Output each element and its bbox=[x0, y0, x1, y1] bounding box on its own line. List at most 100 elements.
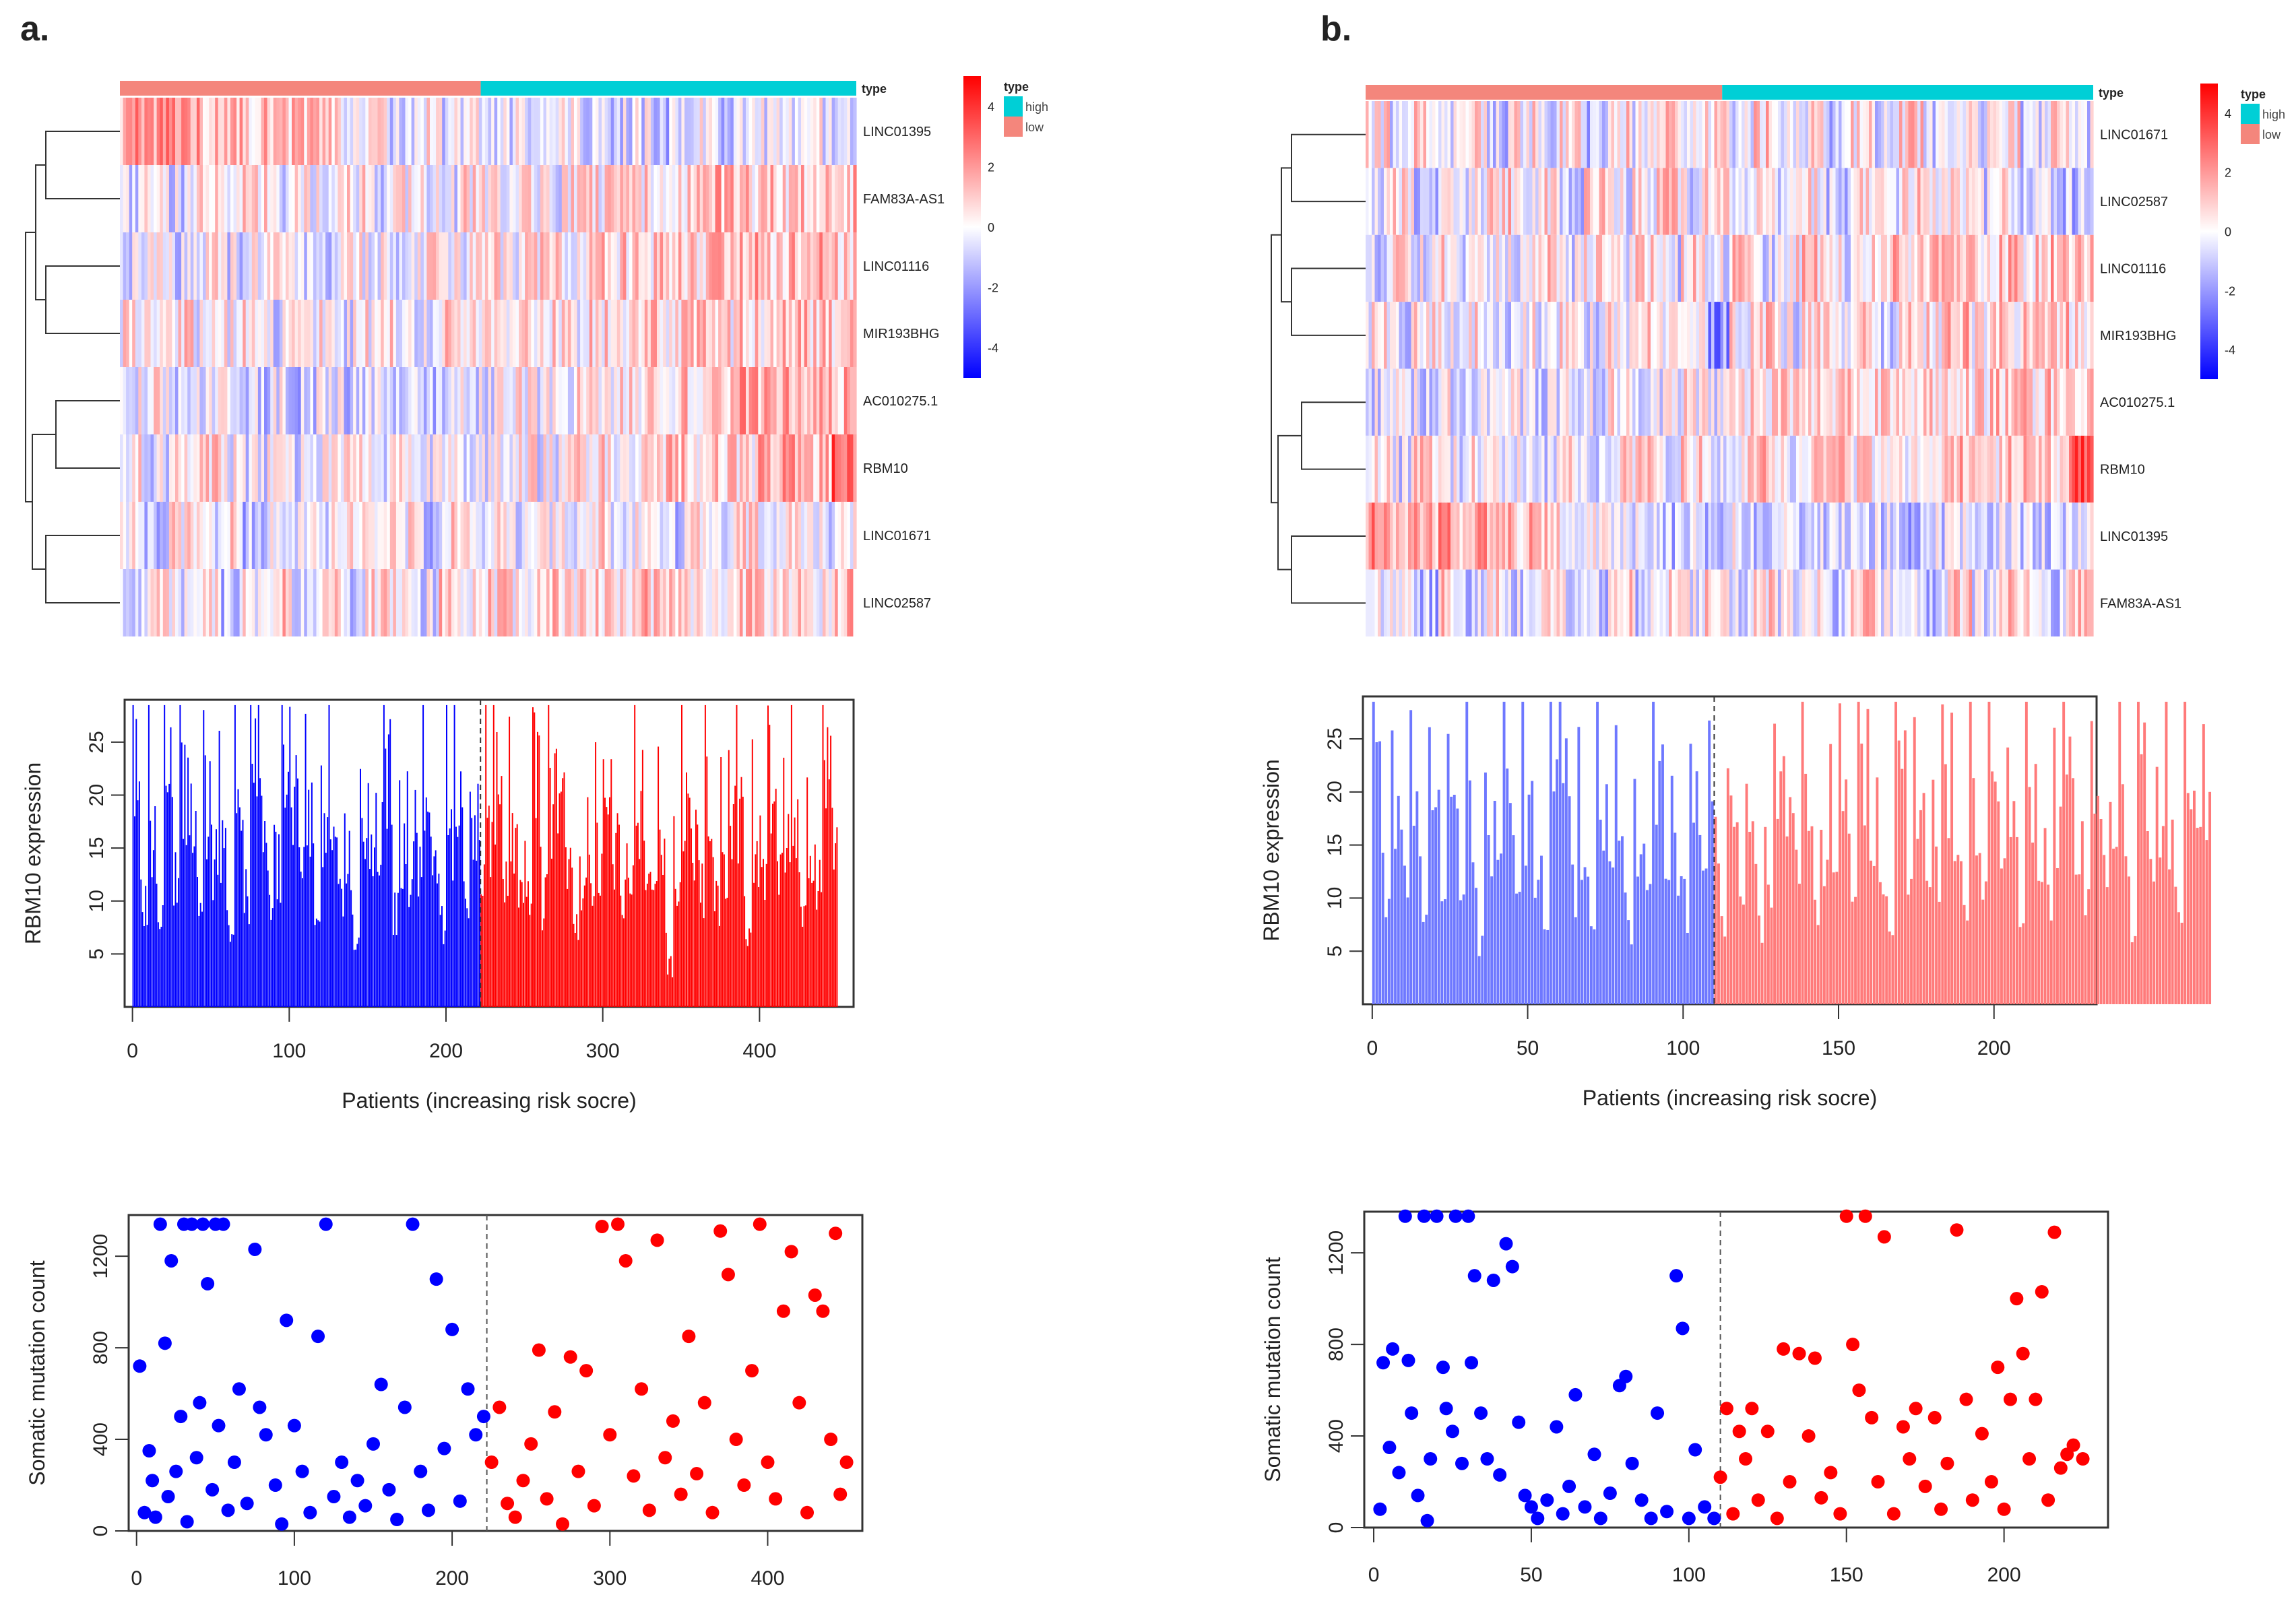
heatmap-cell bbox=[500, 502, 504, 569]
heatmap-cell bbox=[476, 569, 480, 636]
data-point bbox=[1676, 1321, 1690, 1336]
heatmap-cell bbox=[1996, 435, 2000, 503]
heatmap-cell bbox=[215, 367, 219, 434]
bar bbox=[1378, 741, 1382, 1004]
heatmap-cell bbox=[1948, 302, 1952, 369]
heatmap-cell bbox=[1566, 168, 1570, 235]
heatmap-cell bbox=[1845, 569, 1849, 636]
heatmap-cell bbox=[681, 502, 685, 569]
bar bbox=[625, 879, 627, 1007]
heatmap-cell bbox=[1942, 502, 1946, 570]
heatmap-cell bbox=[1948, 368, 1952, 436]
heatmap-cell bbox=[1471, 368, 1475, 436]
bar bbox=[1558, 701, 1562, 1004]
x-tick-label: 150 bbox=[1822, 1037, 1855, 1059]
bar bbox=[1816, 925, 1820, 1004]
heatmap-cell bbox=[445, 232, 449, 300]
heatmap-cell bbox=[1878, 368, 1882, 436]
heatmap-cell bbox=[549, 569, 553, 636]
heatmap-cell bbox=[721, 502, 725, 569]
heatmap-cell bbox=[837, 98, 841, 165]
heatmap-cell bbox=[494, 300, 498, 367]
heatmap-cell bbox=[1857, 569, 1861, 636]
bar bbox=[1720, 916, 1723, 1004]
heatmap-cell bbox=[1429, 302, 1433, 369]
heatmap-cell bbox=[1380, 569, 1384, 636]
heatmap-cell bbox=[402, 569, 406, 636]
data-point bbox=[1524, 1500, 1538, 1514]
bar bbox=[334, 837, 336, 1007]
bar bbox=[559, 793, 561, 1007]
heatmap-cell bbox=[1981, 302, 1985, 369]
heatmap-cell bbox=[2072, 569, 2076, 636]
heatmap-cell bbox=[408, 434, 412, 502]
bar bbox=[1546, 929, 1550, 1004]
heatmap-cell bbox=[445, 569, 449, 636]
bar bbox=[165, 785, 167, 1007]
heatmap-cell bbox=[1596, 435, 1600, 503]
heatmap-cell bbox=[1823, 435, 1827, 503]
bar bbox=[173, 905, 175, 1007]
bar bbox=[350, 890, 352, 1007]
heatmap-cell bbox=[669, 502, 673, 569]
heatmap-cell bbox=[325, 367, 329, 434]
heatmap-cell bbox=[758, 232, 762, 300]
heatmap-cell bbox=[1981, 101, 1985, 168]
data-point bbox=[169, 1464, 183, 1478]
bar bbox=[220, 882, 222, 1007]
bar bbox=[1589, 926, 1593, 1004]
bar bbox=[1726, 768, 1729, 1004]
heatmap-cell bbox=[1923, 234, 1927, 302]
heatmap-cell bbox=[466, 98, 470, 165]
bar bbox=[528, 881, 529, 1007]
heatmap-cell bbox=[1538, 368, 1542, 436]
heatmap-cell bbox=[436, 434, 440, 502]
heatmap-cell bbox=[2090, 502, 2094, 570]
heatmap-cell bbox=[1835, 569, 1839, 636]
heatmap-cell bbox=[350, 165, 354, 232]
bar bbox=[732, 804, 734, 1007]
heatmap-cell bbox=[184, 232, 188, 300]
bar bbox=[803, 906, 805, 1007]
heatmap-cell bbox=[389, 165, 393, 232]
heatmap-cell bbox=[1999, 569, 2003, 636]
heatmap-cell bbox=[224, 502, 228, 569]
x-tick-label: 50 bbox=[1517, 1037, 1539, 1059]
heatmap-cell bbox=[1429, 435, 1433, 503]
heatmap-cell bbox=[1450, 234, 1455, 302]
heatmap-cell bbox=[1675, 368, 1679, 436]
heatmap-cell bbox=[138, 434, 142, 502]
heatmap-cell bbox=[1614, 168, 1618, 235]
heatmap-cell bbox=[1541, 368, 1545, 436]
data-point bbox=[303, 1505, 317, 1519]
data-point bbox=[2003, 1392, 2017, 1406]
bar bbox=[1387, 898, 1391, 1004]
heatmap-cell bbox=[203, 569, 207, 636]
heatmap-cell bbox=[1742, 302, 1746, 369]
heatmap-cell bbox=[1568, 302, 1572, 369]
heatmap-cell bbox=[2027, 302, 2031, 369]
heatmap-cell bbox=[2014, 168, 2018, 235]
heatmap-cell bbox=[1453, 234, 1457, 302]
heatmap-cell bbox=[261, 98, 265, 165]
bar bbox=[402, 888, 404, 1007]
heatmap-cell bbox=[1453, 368, 1457, 436]
data-point bbox=[690, 1467, 704, 1481]
heatmap-cell bbox=[1435, 234, 1439, 302]
heatmap-cell bbox=[1477, 569, 1481, 636]
heatmap-cell bbox=[1386, 435, 1391, 503]
bar bbox=[1524, 865, 1527, 1004]
heatmap-cell bbox=[160, 569, 164, 636]
heatmap-cell bbox=[1817, 302, 1821, 369]
heatmap-cell bbox=[162, 434, 166, 502]
heatmap-cell bbox=[1902, 168, 1906, 235]
heatmap-cell bbox=[1793, 368, 1797, 436]
data-point bbox=[1480, 1452, 1494, 1466]
heatmap-cell bbox=[1629, 368, 1633, 436]
heatmap-cell bbox=[635, 165, 639, 232]
data-point bbox=[2047, 1225, 2062, 1239]
heatmap-cell bbox=[515, 502, 519, 569]
heatmap-cell bbox=[1396, 234, 1400, 302]
heatmap-cell bbox=[1723, 569, 1727, 636]
bar bbox=[1702, 870, 1704, 1004]
